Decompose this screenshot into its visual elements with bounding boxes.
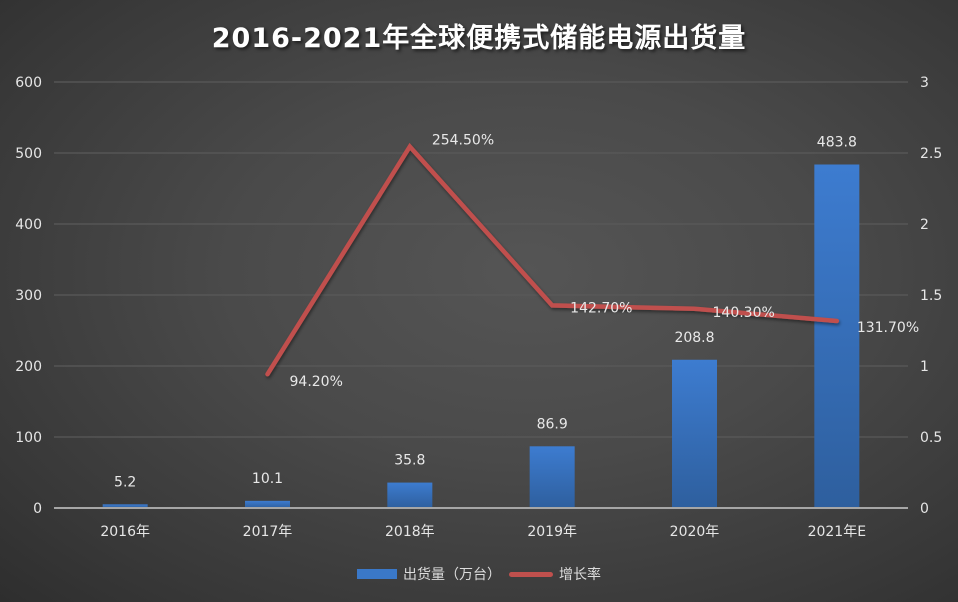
growth-rate-line[interactable] xyxy=(265,142,840,377)
bar-shipments[interactable] xyxy=(102,504,148,508)
left-axis-tick: 500 xyxy=(15,146,42,162)
bar-shipments[interactable] xyxy=(245,500,290,508)
chart-legend: 出货量（万台） 增长率 xyxy=(0,564,958,584)
right-axis-tick: 2.5 xyxy=(920,146,942,162)
line-swatch-icon xyxy=(509,571,553,577)
line-data-label: 142.70% xyxy=(570,300,632,316)
bar-shipments[interactable] xyxy=(814,164,860,508)
bar-shipments[interactable] xyxy=(529,446,575,508)
legend-label-shipments: 出货量（万台） xyxy=(403,567,501,583)
bar-shipments[interactable] xyxy=(672,359,717,508)
x-axis-tick: 2020年 xyxy=(670,524,720,540)
left-axis-tick: 400 xyxy=(15,217,42,233)
x-axis-tick: 2019年 xyxy=(527,524,577,540)
bar-data-label: 483.8 xyxy=(817,135,857,151)
bar-data-label: 208.8 xyxy=(674,330,714,346)
x-axis-tick: 2018年 xyxy=(385,524,435,540)
line-data-label: 94.20% xyxy=(290,374,343,390)
right-axis-tick: 0 xyxy=(920,501,929,517)
line-data-label: 254.50% xyxy=(432,133,494,149)
x-axis-tick: 2016年 xyxy=(100,524,150,540)
right-axis-tick: 1.5 xyxy=(920,288,942,304)
left-axis-tick: 0 xyxy=(33,501,42,517)
bar-data-label: 5.2 xyxy=(114,474,136,490)
left-axis-tick: 100 xyxy=(15,430,42,446)
legend-label-growth: 增长率 xyxy=(559,567,601,583)
chart-title: 2016-2021年全球便携式储能电源出货量 xyxy=(211,23,747,54)
line-data-label: 131.70% xyxy=(857,320,919,336)
bar-swatch-icon xyxy=(357,569,397,579)
line-data-label: 140.30% xyxy=(713,305,775,321)
left-axis-tick: 600 xyxy=(15,75,42,91)
left-axis-tick: 300 xyxy=(15,288,42,304)
right-axis-tick: 3 xyxy=(920,75,929,91)
bar-data-label: 10.1 xyxy=(252,471,283,487)
x-axis-tick: 2021年E xyxy=(808,524,866,540)
left-axis-tick: 200 xyxy=(15,359,42,375)
right-axis-tick: 1 xyxy=(920,359,929,375)
legend-item-growth[interactable]: 增长率 xyxy=(509,564,601,584)
bar-data-label: 86.9 xyxy=(537,416,568,432)
x-axis-tick: 2017年 xyxy=(243,524,293,540)
bar-shipments[interactable] xyxy=(387,482,433,508)
right-axis-tick: 0.5 xyxy=(920,430,942,446)
legend-item-shipments[interactable]: 出货量（万台） xyxy=(357,564,501,584)
bar-data-label: 35.8 xyxy=(394,453,425,469)
right-axis-tick: 2 xyxy=(920,217,929,233)
